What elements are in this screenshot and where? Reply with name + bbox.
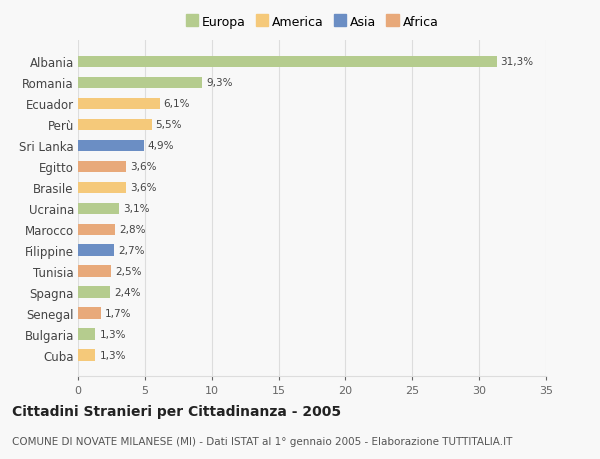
Text: 31,3%: 31,3% bbox=[500, 57, 533, 67]
Text: 3,6%: 3,6% bbox=[130, 183, 157, 193]
Bar bbox=[78, 78, 202, 89]
Text: 2,5%: 2,5% bbox=[115, 267, 142, 277]
Bar bbox=[78, 161, 126, 173]
Bar bbox=[78, 98, 160, 110]
Bar bbox=[78, 287, 110, 298]
Text: 1,3%: 1,3% bbox=[100, 330, 126, 340]
Bar bbox=[78, 56, 497, 68]
Text: 2,7%: 2,7% bbox=[118, 246, 145, 256]
Bar bbox=[78, 245, 114, 257]
Text: 5,5%: 5,5% bbox=[155, 120, 182, 130]
Bar bbox=[78, 182, 126, 194]
Bar bbox=[78, 329, 95, 340]
Bar bbox=[78, 266, 112, 277]
Legend: Europa, America, Asia, Africa: Europa, America, Asia, Africa bbox=[183, 14, 441, 32]
Text: 2,4%: 2,4% bbox=[114, 288, 140, 297]
Text: 3,6%: 3,6% bbox=[130, 162, 157, 172]
Text: 1,3%: 1,3% bbox=[100, 350, 126, 360]
Text: 1,7%: 1,7% bbox=[105, 308, 131, 319]
Bar bbox=[78, 224, 115, 235]
Bar bbox=[78, 203, 119, 215]
Bar bbox=[78, 140, 143, 152]
Bar bbox=[78, 119, 152, 131]
Text: 6,1%: 6,1% bbox=[164, 99, 190, 109]
Text: 4,9%: 4,9% bbox=[148, 141, 174, 151]
Text: Cittadini Stranieri per Cittadinanza - 2005: Cittadini Stranieri per Cittadinanza - 2… bbox=[12, 404, 341, 418]
Text: 9,3%: 9,3% bbox=[206, 78, 233, 88]
Bar bbox=[78, 308, 101, 319]
Bar bbox=[78, 350, 95, 361]
Text: COMUNE DI NOVATE MILANESE (MI) - Dati ISTAT al 1° gennaio 2005 - Elaborazione TU: COMUNE DI NOVATE MILANESE (MI) - Dati IS… bbox=[12, 436, 512, 446]
Text: 3,1%: 3,1% bbox=[124, 204, 150, 214]
Text: 2,8%: 2,8% bbox=[119, 225, 146, 235]
